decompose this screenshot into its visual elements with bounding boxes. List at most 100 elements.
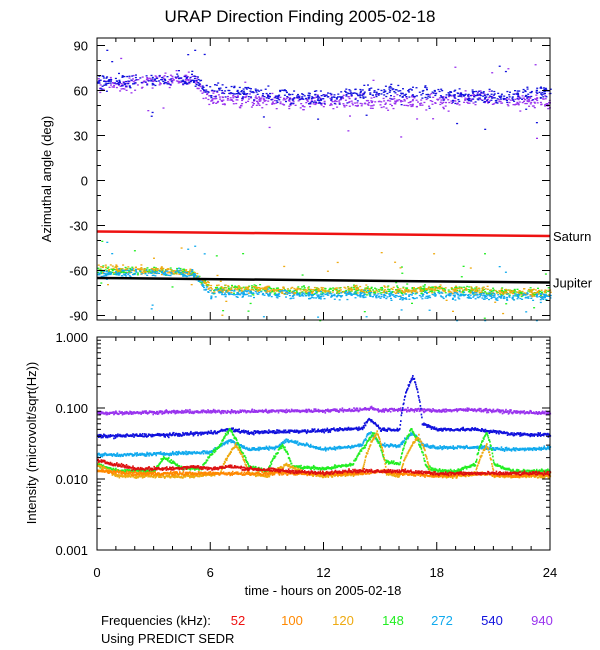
intensity-point (186, 433, 188, 436)
azimuth-point (355, 284, 358, 287)
azimuth-point (345, 94, 348, 96)
azimuth-point (525, 311, 528, 313)
azimuth-point (195, 76, 198, 78)
azimuth-point (268, 126, 271, 129)
intensity-point (354, 408, 357, 411)
intensity-point (252, 431, 255, 434)
azimuth-point (478, 94, 481, 96)
azimuth-point (217, 100, 220, 103)
azimuth-point (494, 289, 497, 292)
azimuth-point (267, 96, 269, 98)
azimuth-point (390, 83, 393, 85)
azimuth-point (356, 292, 359, 294)
intensity-point (467, 410, 469, 412)
azimuth-point (408, 298, 411, 300)
azimuth-point (298, 295, 301, 297)
azimuth-point (305, 102, 308, 104)
azimuth-point (535, 94, 538, 96)
azimuth-point (264, 290, 267, 292)
azimuth-point (385, 297, 388, 300)
azimuth-point (413, 95, 416, 98)
azimuth-point (544, 294, 547, 297)
azimuth-point (544, 105, 547, 107)
azimuth-point (431, 290, 433, 292)
azimuth-point (337, 93, 340, 95)
azimuth-point (247, 86, 250, 89)
azimuth-point (335, 289, 338, 291)
azimuth-point (288, 105, 291, 107)
intensity-point (327, 409, 330, 412)
azimuth-point (506, 96, 508, 99)
azimuth-point (456, 103, 459, 105)
azimuth-point (373, 91, 376, 93)
azimuth-point (353, 293, 356, 295)
azimuth-point (530, 290, 533, 293)
azimuth-point (267, 295, 270, 297)
azimuth-point (148, 270, 151, 272)
intensity-point (295, 429, 298, 432)
azimuth-point (160, 266, 163, 268)
azimuth-point (323, 289, 326, 291)
intensity-point (377, 408, 379, 410)
azimuth-point (329, 104, 332, 106)
azimuth-point (478, 290, 481, 292)
azimuth-point (492, 296, 495, 298)
intensity-point (372, 421, 374, 423)
azimuth-point (395, 282, 398, 284)
azimuth-point (388, 288, 391, 291)
azimuth-point (534, 102, 536, 104)
azimuth-point (479, 90, 482, 92)
azimuth-point (415, 289, 418, 291)
azimuth-point (479, 94, 482, 97)
intensity-point (285, 408, 288, 411)
azimuth-point (188, 273, 191, 275)
azimuth-point (506, 293, 509, 295)
azimuth-point (322, 289, 324, 291)
azimuth-point (188, 82, 191, 84)
azimuth-point (424, 86, 427, 88)
azimuth-point (388, 88, 391, 90)
azimuth-point (208, 103, 211, 106)
azimuth-point (396, 100, 399, 102)
azimuth-point (216, 286, 219, 288)
intensity-point (100, 436, 103, 439)
intensity-point (253, 411, 255, 413)
azimuth-point (265, 287, 268, 290)
azimuth-point (154, 84, 157, 87)
azimuth-point (474, 294, 477, 296)
azimuth-point (484, 253, 486, 255)
azimuth-point (238, 290, 241, 292)
intensity-point (540, 412, 542, 415)
azimuth-point (185, 76, 188, 79)
azimuth-point (390, 87, 393, 89)
azimuth-point (216, 101, 219, 104)
azimuth-point (450, 95, 453, 97)
intensity-point (272, 430, 274, 432)
intensity-point (380, 429, 383, 431)
azimuth-point (356, 105, 358, 107)
intensity-point (271, 431, 274, 434)
azimuth-point (267, 290, 270, 292)
azimuth-point (396, 286, 399, 289)
intensity-point (155, 412, 157, 415)
azimuth-point (544, 273, 547, 275)
azimuth-point (472, 296, 475, 298)
intensity-point (475, 409, 477, 412)
azimuth-point (390, 287, 393, 290)
azimuth-point (460, 92, 463, 94)
intensity-point (381, 410, 383, 413)
azimuth-point (273, 289, 276, 291)
azimuth-point (428, 289, 431, 291)
azimuth-point (432, 96, 435, 98)
azimuth-point (118, 271, 121, 273)
azimuth-point (362, 296, 365, 298)
intensity-point (361, 426, 363, 429)
azimuth-point (337, 96, 339, 98)
azimuth-point (210, 97, 213, 99)
azimuth-point (496, 102, 499, 104)
azimuth-point (293, 289, 296, 291)
azimuth-point (179, 272, 182, 274)
azimuth-point (347, 293, 350, 295)
azimuth-point (400, 266, 403, 268)
azimuth-point (129, 270, 132, 272)
